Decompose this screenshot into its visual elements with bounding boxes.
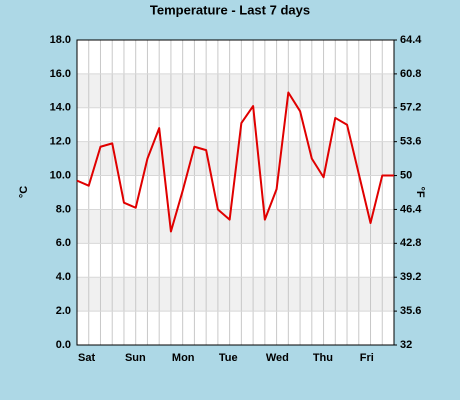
x-tick-label: Wed — [266, 352, 289, 364]
x-tick-label: Sun — [125, 352, 146, 364]
y2-tick-label: 42.8 — [400, 237, 421, 249]
y2-tick-label: 46.4 — [400, 203, 422, 215]
y-tick-label: 14.0 — [50, 102, 71, 114]
y-tick-label: 4.0 — [56, 271, 71, 283]
y-tick-label: 2.0 — [56, 305, 71, 317]
y2-tick-label: 39.2 — [400, 271, 421, 283]
x-tick-label: Fri — [360, 352, 374, 364]
band — [77, 209, 394, 244]
x-tick-label: Sat — [78, 352, 95, 364]
x-tick-label: Thu — [313, 352, 333, 364]
x-tick-label: Tue — [219, 352, 238, 364]
y-tick-label: 12.0 — [50, 136, 71, 148]
y2-tick-label: 35.6 — [400, 305, 421, 317]
y2-tick-label: 64.4 — [400, 34, 422, 46]
y-tick-label: 6.0 — [56, 237, 71, 249]
plot-border — [76, 39, 395, 346]
band — [77, 277, 394, 312]
y2-tick-label: 57.2 — [400, 102, 421, 114]
y2-tick-label: 60.8 — [400, 68, 421, 80]
chart-title: Temperature - Last 7 days — [150, 2, 310, 17]
y-tick-label: 0.0 — [56, 339, 71, 351]
y2-tick-label: 32 — [400, 339, 412, 351]
y2-axis-label: °F — [414, 186, 426, 197]
y-tick-label: 10.0 — [50, 169, 71, 181]
temperature-line — [76, 91, 394, 233]
x-tick-label: Mon — [172, 352, 195, 364]
y2-tick-label: 53.6 — [400, 136, 421, 148]
y-axis-label: °C — [18, 186, 30, 198]
y2-tick-label: 50 — [400, 169, 412, 181]
y-tick-label: 18.0 — [50, 34, 71, 46]
y-tick-label: 16.0 — [50, 68, 71, 80]
band — [77, 73, 394, 108]
y-tick-label: 8.0 — [56, 203, 71, 215]
